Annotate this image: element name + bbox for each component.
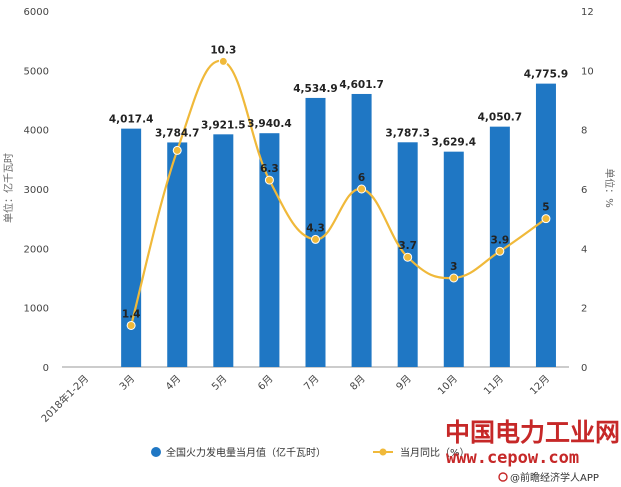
data-labels: 4,017.43,784.73,921.5 3,940.4 4,534.9 4,601… — [109, 44, 568, 320]
y-tick-left: 5000 — [24, 66, 49, 77]
yoy-value-label: 6.3 — [260, 163, 279, 175]
legend-bar-label: 全国火力发电量当月值（亿千瓦时） — [166, 446, 326, 459]
y-axis-title-left: 单位：亿千瓦时 — [2, 153, 15, 223]
yoy-value-label: 1.4 — [122, 308, 141, 320]
bar — [213, 134, 234, 367]
y-tick-right: 0 — [581, 363, 587, 374]
bar-value-label: 3,940.4 — [247, 118, 292, 130]
bar-value-label: 4,017.4 — [109, 114, 154, 126]
bar-value-label: 4,534.9 — [293, 83, 338, 95]
y-tick-right: 8 — [581, 126, 587, 137]
y-tick-left: 2000 — [24, 244, 49, 255]
yoy-value-label: 6 — [358, 172, 365, 184]
x-tick-label: 7月 — [302, 373, 322, 393]
legend-bar-marker — [151, 447, 161, 457]
y-tick-left: 3000 — [24, 185, 49, 196]
bar — [121, 128, 142, 367]
y-tick-right: 12 — [581, 7, 594, 18]
y-tick-right: 6 — [581, 185, 587, 196]
y-tick-left: 4000 — [24, 126, 49, 137]
y-tick-right: 4 — [581, 244, 587, 255]
x-tick-label: 9月 — [394, 373, 414, 393]
legend: 全国火力发电量当月值（亿千瓦时） 当月同比（%） — [151, 446, 470, 459]
bar — [305, 97, 326, 368]
x-tick-label: 4月 — [163, 373, 183, 393]
legend-line-label: 当月同比（%） — [400, 446, 470, 459]
y-tick-left: 6000 — [24, 7, 49, 18]
yoy-point — [218, 56, 228, 66]
yoy-value-label: 3.9 — [491, 234, 510, 246]
yoy-point — [311, 234, 320, 244]
watermark-site-url: www.cepow.com — [446, 448, 579, 468]
bar-value-label: 4,775.9 — [524, 69, 569, 81]
watermark-credit: @前瞻经济学人APP — [510, 471, 599, 484]
yoy-point — [264, 175, 274, 185]
yoy-point — [357, 184, 367, 194]
yoy-point — [495, 246, 505, 256]
x-tick-label: 2018年1-2月 — [38, 372, 91, 425]
yoy-point — [541, 214, 551, 224]
bar — [351, 93, 372, 368]
bar-value-label: 3,629.4 — [432, 137, 477, 149]
bar — [443, 151, 464, 367]
y-tick-right: 2 — [581, 304, 587, 315]
yoy-point — [449, 273, 459, 283]
yoy-point — [126, 320, 136, 330]
bar — [535, 83, 556, 367]
x-tick-label: 10月 — [435, 373, 460, 398]
yoy-point — [172, 145, 182, 155]
yoy-point — [403, 252, 413, 262]
line-series — [126, 56, 551, 330]
y-axis-title-right: 单位：% — [603, 168, 616, 208]
x-tick-label: 11月 — [481, 373, 506, 398]
bar-value-label: 4,601.7 — [339, 79, 384, 91]
x-tick-label: 8月 — [348, 373, 368, 393]
credit-logo-icon — [498, 472, 508, 482]
yoy-value-label: 10.3 — [210, 44, 236, 56]
yoy-value-label: 5 — [542, 202, 549, 214]
bar-series — [121, 83, 556, 368]
legend-line-marker-dot — [379, 448, 387, 456]
x-tick-label: 6月 — [255, 373, 275, 393]
y-tick-left: 0 — [43, 363, 49, 374]
x-tick-label: 12月 — [528, 373, 553, 398]
bar-value-label: 3,784.7 — [155, 127, 200, 139]
x-tick-label: 3月 — [117, 373, 137, 393]
x-tick-label: 5月 — [209, 373, 229, 393]
bar-value-label: 3,787.3 — [385, 127, 430, 139]
yoy-value-label: 3 — [450, 261, 457, 273]
y-tick-right: 10 — [581, 66, 594, 77]
bar-value-label: 3,921.5 — [201, 119, 246, 131]
bar — [167, 142, 188, 367]
yoy-value-label: 3.7 — [398, 240, 417, 252]
bar-value-label: 4,050.7 — [478, 112, 523, 124]
yoy-value-label: 4.3 — [306, 222, 325, 234]
watermark-site-title: 中国电力工业网 — [445, 418, 620, 447]
yoy-line-path — [130, 59, 547, 326]
y-tick-left: 1000 — [24, 304, 49, 315]
